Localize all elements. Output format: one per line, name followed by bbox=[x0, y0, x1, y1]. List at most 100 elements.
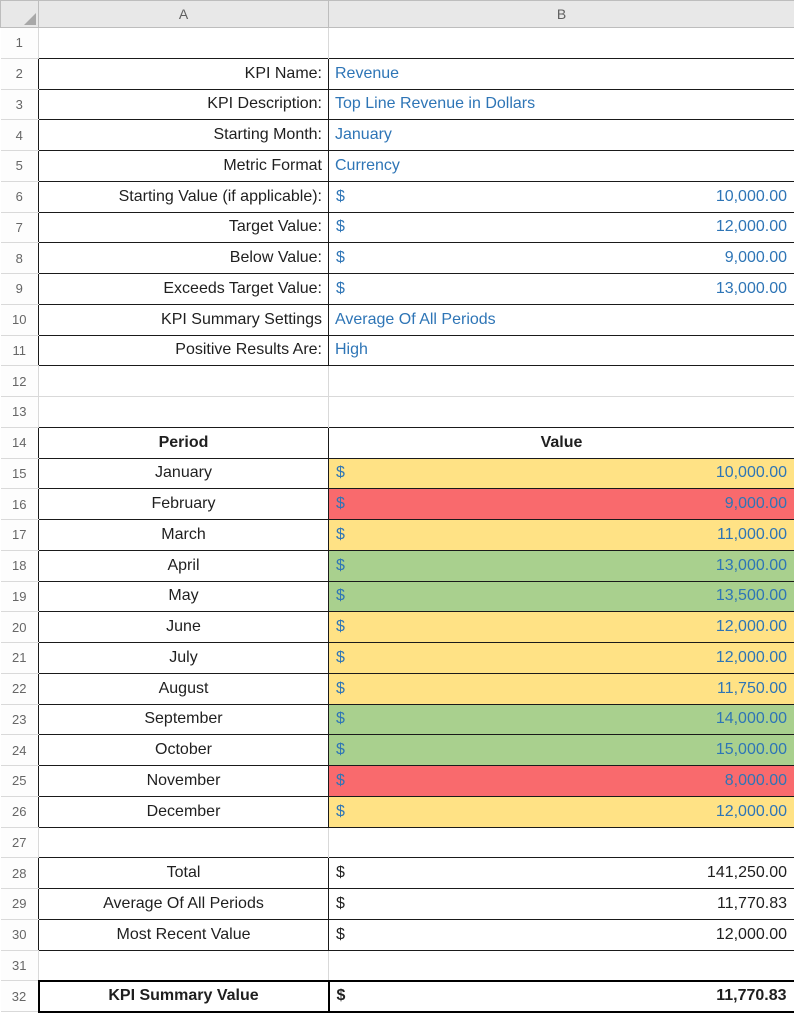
cell-B20[interactable]: $12,000.00 bbox=[329, 612, 794, 643]
cell-A5[interactable]: Metric Format bbox=[39, 151, 329, 182]
cell-B9[interactable]: $13,000.00 bbox=[329, 274, 794, 305]
cell-A6[interactable]: Starting Value (if applicable): bbox=[39, 181, 329, 212]
cell-A18[interactable]: April bbox=[39, 550, 329, 581]
cell-B2[interactable]: Revenue bbox=[329, 58, 794, 89]
cell-A26[interactable]: December bbox=[39, 796, 329, 827]
cell-B30[interactable]: $12,000.00 bbox=[329, 919, 794, 950]
cell-A16[interactable]: February bbox=[39, 489, 329, 520]
cell-B13[interactable] bbox=[329, 397, 794, 428]
cell-B14[interactable]: Value bbox=[329, 427, 794, 458]
cell-B4[interactable]: January bbox=[329, 120, 794, 151]
cell-A31[interactable] bbox=[39, 950, 329, 981]
row-header-2[interactable]: 2 bbox=[1, 58, 39, 89]
row-header-6[interactable]: 6 bbox=[1, 181, 39, 212]
cell-A3[interactable]: KPI Description: bbox=[39, 89, 329, 120]
cell-A10[interactable]: KPI Summary Settings bbox=[39, 304, 329, 335]
cell-A7[interactable]: Target Value: bbox=[39, 212, 329, 243]
cell-A11[interactable]: Positive Results Are: bbox=[39, 335, 329, 366]
cell-A21[interactable]: July bbox=[39, 643, 329, 674]
row-header-32[interactable]: 32 bbox=[1, 981, 39, 1012]
cell-B25[interactable]: $8,000.00 bbox=[329, 766, 794, 797]
row-header-14[interactable]: 14 bbox=[1, 427, 39, 458]
cell-A29[interactable]: Average Of All Periods bbox=[39, 889, 329, 920]
column-header-b[interactable]: B bbox=[329, 1, 794, 28]
row-header-4[interactable]: 4 bbox=[1, 120, 39, 151]
cell-B5[interactable]: Currency bbox=[329, 151, 794, 182]
cell-A25[interactable]: November bbox=[39, 766, 329, 797]
cell-A28[interactable]: Total bbox=[39, 858, 329, 889]
cell-B3[interactable]: Top Line Revenue in Dollars bbox=[329, 89, 794, 120]
cell-A2[interactable]: KPI Name: bbox=[39, 58, 329, 89]
cell-B18[interactable]: $13,000.00 bbox=[329, 550, 794, 581]
row-header-11[interactable]: 11 bbox=[1, 335, 39, 366]
cell-A23[interactable]: September bbox=[39, 704, 329, 735]
cell-B6[interactable]: $10,000.00 bbox=[329, 181, 794, 212]
cell-A4[interactable]: Starting Month: bbox=[39, 120, 329, 151]
cell-B27[interactable] bbox=[329, 827, 794, 858]
row-header-3[interactable]: 3 bbox=[1, 89, 39, 120]
cell-B29[interactable]: $11,770.83 bbox=[329, 889, 794, 920]
row-header-9[interactable]: 9 bbox=[1, 274, 39, 305]
row-header-24[interactable]: 24 bbox=[1, 735, 39, 766]
row-header-12[interactable]: 12 bbox=[1, 366, 39, 397]
select-all-button[interactable] bbox=[1, 1, 39, 28]
row-header-23[interactable]: 23 bbox=[1, 704, 39, 735]
cell-A27[interactable] bbox=[39, 827, 329, 858]
row-header-30[interactable]: 30 bbox=[1, 919, 39, 950]
cell-A30[interactable]: Most Recent Value bbox=[39, 919, 329, 950]
cell-B15[interactable]: $10,000.00 bbox=[329, 458, 794, 489]
row-header-1[interactable]: 1 bbox=[1, 28, 39, 59]
cell-B11[interactable]: High bbox=[329, 335, 794, 366]
row-header-18[interactable]: 18 bbox=[1, 550, 39, 581]
cell-A15[interactable]: January bbox=[39, 458, 329, 489]
cell-A32[interactable]: KPI Summary Value bbox=[39, 981, 329, 1012]
row-header-8[interactable]: 8 bbox=[1, 243, 39, 274]
cell-A24[interactable]: October bbox=[39, 735, 329, 766]
cell-B31[interactable] bbox=[329, 950, 794, 981]
cell-B28[interactable]: $141,250.00 bbox=[329, 858, 794, 889]
row-header-5[interactable]: 5 bbox=[1, 151, 39, 182]
row-header-10[interactable]: 10 bbox=[1, 304, 39, 335]
cell-A17[interactable]: March bbox=[39, 520, 329, 551]
cell-B17[interactable]: $11,000.00 bbox=[329, 520, 794, 551]
cell-B12[interactable] bbox=[329, 366, 794, 397]
cell-A22[interactable]: August bbox=[39, 673, 329, 704]
row-header-26[interactable]: 26 bbox=[1, 796, 39, 827]
cell-B23[interactable]: $14,000.00 bbox=[329, 704, 794, 735]
cell-A9[interactable]: Exceeds Target Value: bbox=[39, 274, 329, 305]
row-header-25[interactable]: 25 bbox=[1, 766, 39, 797]
cell-B10[interactable]: Average Of All Periods bbox=[329, 304, 794, 335]
cell-A13[interactable] bbox=[39, 397, 329, 428]
cell-A19[interactable]: May bbox=[39, 581, 329, 612]
row-header-20[interactable]: 20 bbox=[1, 612, 39, 643]
cell-B22[interactable]: $11,750.00 bbox=[329, 673, 794, 704]
cell-A12[interactable] bbox=[39, 366, 329, 397]
cell-B8[interactable]: $9,000.00 bbox=[329, 243, 794, 274]
cell-B26[interactable]: $12,000.00 bbox=[329, 796, 794, 827]
row-header-13[interactable]: 13 bbox=[1, 397, 39, 428]
cell-A20[interactable]: June bbox=[39, 612, 329, 643]
row-header-21[interactable]: 21 bbox=[1, 643, 39, 674]
row-header-7[interactable]: 7 bbox=[1, 212, 39, 243]
currency-symbol: $ bbox=[337, 987, 346, 1005]
cell-B24[interactable]: $15,000.00 bbox=[329, 735, 794, 766]
column-header-a[interactable]: A bbox=[39, 1, 329, 28]
cell-A8[interactable]: Below Value: bbox=[39, 243, 329, 274]
row-header-27[interactable]: 27 bbox=[1, 827, 39, 858]
row-header-29[interactable]: 29 bbox=[1, 889, 39, 920]
cell-B19[interactable]: $13,500.00 bbox=[329, 581, 794, 612]
cell-B16[interactable]: $9,000.00 bbox=[329, 489, 794, 520]
cell-A1[interactable] bbox=[39, 28, 329, 59]
cell-B7[interactable]: $12,000.00 bbox=[329, 212, 794, 243]
row-header-15[interactable]: 15 bbox=[1, 458, 39, 489]
row-header-22[interactable]: 22 bbox=[1, 673, 39, 704]
cell-B21[interactable]: $12,000.00 bbox=[329, 643, 794, 674]
row-header-17[interactable]: 17 bbox=[1, 520, 39, 551]
row-header-31[interactable]: 31 bbox=[1, 950, 39, 981]
row-header-19[interactable]: 19 bbox=[1, 581, 39, 612]
cell-A14[interactable]: Period bbox=[39, 427, 329, 458]
row-header-16[interactable]: 16 bbox=[1, 489, 39, 520]
cell-B32[interactable]: $11,770.83 bbox=[329, 981, 794, 1012]
cell-B1[interactable] bbox=[329, 28, 794, 59]
row-header-28[interactable]: 28 bbox=[1, 858, 39, 889]
